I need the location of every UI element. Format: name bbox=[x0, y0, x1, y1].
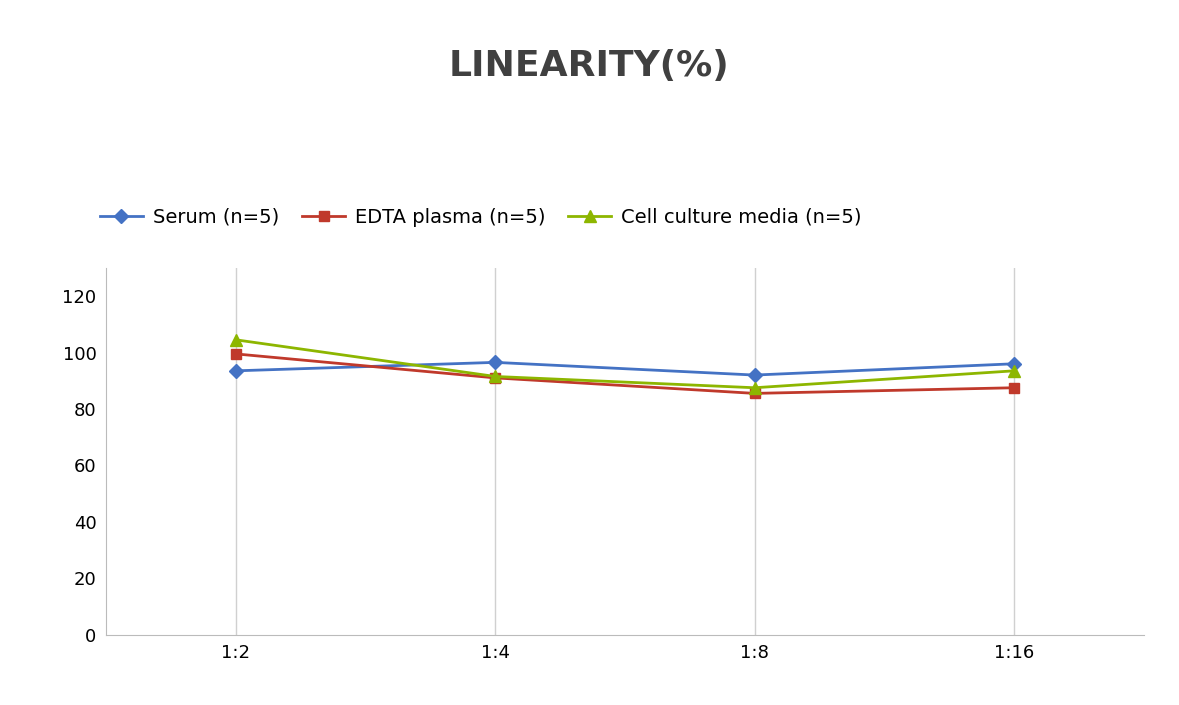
Cell culture media (n=5) bbox=[229, 336, 243, 344]
EDTA plasma (n=5) bbox=[488, 374, 502, 382]
EDTA plasma (n=5) bbox=[1007, 384, 1021, 392]
Cell culture media (n=5) bbox=[747, 384, 762, 392]
Cell culture media (n=5) bbox=[1007, 367, 1021, 375]
Cell culture media (n=5) bbox=[488, 372, 502, 381]
Line: Serum (n=5): Serum (n=5) bbox=[231, 357, 1019, 380]
Serum (n=5) bbox=[747, 371, 762, 379]
EDTA plasma (n=5) bbox=[229, 350, 243, 358]
Line: EDTA plasma (n=5): EDTA plasma (n=5) bbox=[231, 349, 1019, 398]
Text: LINEARITY(%): LINEARITY(%) bbox=[449, 49, 730, 83]
Serum (n=5) bbox=[1007, 360, 1021, 368]
Serum (n=5) bbox=[229, 367, 243, 375]
EDTA plasma (n=5) bbox=[747, 389, 762, 398]
Serum (n=5) bbox=[488, 358, 502, 367]
Legend: Serum (n=5), EDTA plasma (n=5), Cell culture media (n=5): Serum (n=5), EDTA plasma (n=5), Cell cul… bbox=[92, 200, 869, 235]
Line: Cell culture media (n=5): Cell culture media (n=5) bbox=[230, 334, 1020, 393]
